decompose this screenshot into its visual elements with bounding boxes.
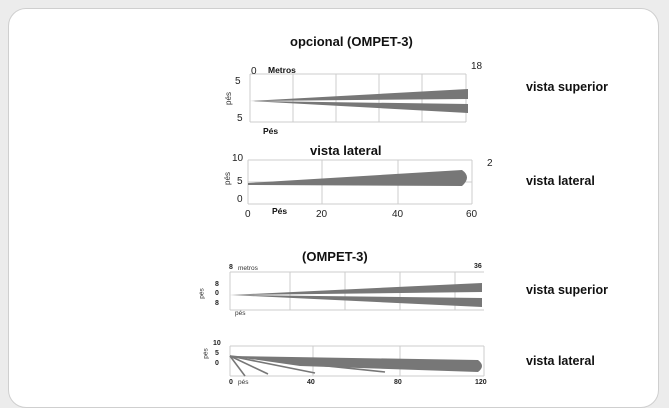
s1-top-unit-zero: 0	[251, 66, 257, 77]
s2-top-view-label: vista superior	[526, 283, 608, 297]
s2-side-x-tick-80: 80	[394, 379, 402, 386]
s1-side-x-tick-40: 40	[392, 209, 404, 220]
s1-side-beam	[248, 170, 467, 186]
s1-top-view-label: vista superior	[526, 80, 608, 94]
s2-top-x-unit: pés	[235, 310, 246, 317]
s2-side-y-label: pés	[202, 348, 210, 359]
s2-side-x-zero: 0	[229, 379, 233, 386]
s1-top-beam-upper	[250, 89, 468, 101]
section2-title: (OMPET-3)	[302, 249, 368, 264]
coverage-diagrams	[229, 73, 485, 377]
s1-side-y-tick-5: 5	[237, 176, 243, 187]
s1-side-title: vista lateral	[310, 143, 382, 158]
s1-top-y-bottom: 5	[237, 113, 243, 124]
s1-side-x-tick-0: 0	[245, 209, 251, 220]
s1-side-x-tick-60: 60	[466, 209, 478, 220]
section1-title: opcional (OMPET-3)	[290, 34, 413, 49]
s2-top-unit-label: metros	[238, 265, 258, 272]
s1-side-y-tick-10: 10	[232, 153, 244, 164]
s1-side-y-label: pés	[222, 172, 232, 185]
s2-top-max: 36	[474, 263, 482, 270]
s2-side-y-tick-0: 0	[215, 360, 219, 367]
s2-top-beam-lower	[230, 295, 482, 307]
s2-top-beam-upper	[230, 283, 482, 295]
s2-top-y-tick-top: 8	[215, 281, 219, 288]
s2-top-y-tick-bottom: 8	[215, 300, 219, 307]
s1-top-x-unit: Pés	[263, 126, 279, 136]
s1-top-y-top: 5	[235, 76, 241, 87]
s2-side-view-label: vista lateral	[526, 354, 595, 368]
s2-top-y-tick-mid: 0	[215, 290, 219, 297]
s1-side-y-tick-0: 0	[237, 194, 243, 205]
s1-side-x-unit: Pés	[272, 206, 288, 216]
s1-side-x-tick-20: 20	[316, 209, 328, 220]
s2-side-y-tick-10: 10	[213, 340, 221, 347]
s1-top-grid	[249, 73, 467, 123]
s2-side-y-tick-5: 5	[215, 350, 219, 357]
s1-side-view-label: vista lateral	[526, 174, 595, 188]
s2-side-x-unit: pés	[238, 379, 249, 386]
s1-top-beam-lower	[250, 101, 468, 113]
s2-top-y-label: pés	[198, 288, 206, 299]
coverage-panel	[8, 8, 659, 408]
s2-side-x-tick-120: 120	[475, 379, 487, 386]
s1-top-max: 18	[471, 61, 483, 72]
s2-top-unit-zero: 8	[229, 264, 233, 271]
s1-top-y-label: pés	[223, 92, 233, 105]
s1-top-unit-label: Metros	[268, 65, 296, 75]
s2-side-beam	[230, 356, 482, 372]
s2-side-x-tick-40: 40	[307, 379, 315, 386]
s1-side-right-value: 2	[487, 158, 493, 169]
